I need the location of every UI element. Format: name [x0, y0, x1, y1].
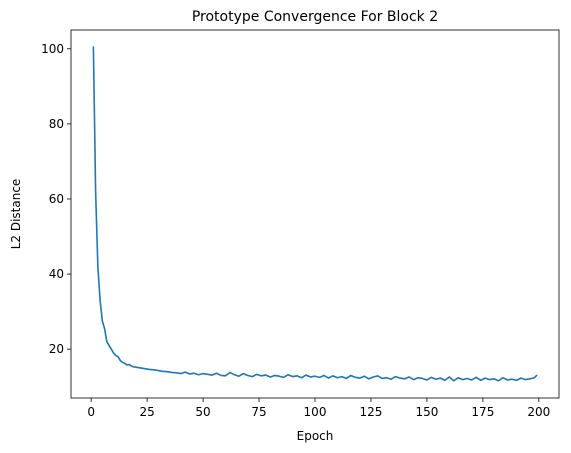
x-tick-label: 0 — [87, 405, 95, 419]
y-axis-label: L2 Distance — [9, 179, 23, 250]
y-tick-label: 20 — [49, 342, 64, 356]
x-tick-label: 125 — [360, 405, 383, 419]
x-axis-label: Epoch — [297, 429, 334, 443]
y-tick-label: 60 — [49, 192, 64, 206]
x-tick-label: 100 — [304, 405, 327, 419]
axes-frame — [70, 29, 560, 399]
x-axis: 0 25 50 75 100 125 150 175 200 — [87, 398, 550, 419]
x-tick-label: 75 — [251, 405, 266, 419]
y-tick-label: 80 — [49, 117, 64, 131]
x-tick-label: 25 — [139, 405, 154, 419]
chart-title: Prototype Convergence For Block 2 — [192, 9, 438, 25]
x-tick-label: 175 — [471, 405, 494, 419]
x-tick-label: 50 — [195, 405, 210, 419]
plot-area — [92, 46, 538, 382]
y-tick-label: 100 — [41, 42, 64, 56]
x-tick-label: 150 — [415, 405, 438, 419]
y-axis: 20 40 60 80 100 — [41, 42, 71, 356]
y-tick-label: 40 — [49, 267, 64, 281]
series-line-1 — [92, 46, 538, 382]
x-tick-label: 200 — [527, 405, 550, 419]
